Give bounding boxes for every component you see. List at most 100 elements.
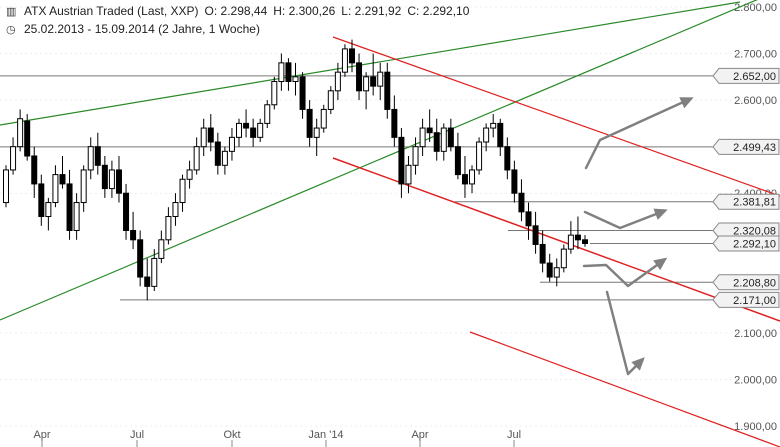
- price-labels: 2.652,00 2.499,43 2.381,81 2.320,082.292,10…: [712, 67, 780, 308]
- candle-up: [313, 127, 320, 138]
- candle-up: [483, 127, 490, 143]
- price-label-box: [712, 291, 780, 308]
- candle-up: [264, 104, 271, 124]
- candle-up: [327, 90, 334, 110]
- candle-up: [17, 118, 24, 148]
- scenario-arrow-up: [584, 97, 692, 170]
- candle-down: [497, 122, 504, 148]
- candle-up: [292, 76, 299, 82]
- date-range: 25.02.2013 - 15.09.2014 (2 Jahre, 1 Woch…: [24, 22, 260, 36]
- price-label-box: [712, 193, 780, 210]
- price-label-text: 2.652,00: [733, 71, 776, 83]
- y-tick-label: 2.100,00: [734, 328, 777, 340]
- candle-down: [285, 62, 292, 82]
- downtrend-lower-line: [469, 331, 780, 447]
- candles: [3, 39, 588, 301]
- candle-up: [405, 164, 412, 185]
- candle-up: [10, 146, 17, 171]
- candle-up: [341, 48, 348, 73]
- y-tick-label: 2.700,00: [734, 49, 777, 61]
- candle-down: [426, 127, 433, 134]
- y-tick-label: 2.000,00: [734, 374, 777, 386]
- candle-up: [490, 122, 497, 129]
- candle-down: [574, 234, 581, 241]
- x-tick-label: Jul: [130, 429, 144, 441]
- x-tick-label: Jul: [507, 429, 521, 441]
- candle-down: [348, 48, 355, 64]
- candle-up: [186, 169, 193, 180]
- candle-up: [236, 122, 243, 138]
- candle-down: [398, 136, 405, 185]
- candle-up: [553, 267, 560, 278]
- candle-down: [66, 183, 73, 231]
- candle-up: [257, 122, 264, 138]
- candle-down: [454, 146, 461, 176]
- candle-up: [108, 169, 115, 190]
- x-tick-label: Jan '14: [308, 429, 343, 441]
- scenario-arrow-sideways-head: [653, 208, 668, 220]
- open-value: O: 2.298,44: [204, 4, 268, 18]
- header-line-1: ▥ ATX Austrian Traded (Last, XXP) O: 2.298…: [6, 4, 475, 18]
- candle-up: [567, 234, 574, 250]
- candle-up: [440, 127, 447, 152]
- candle-down: [94, 146, 101, 166]
- candle-up: [151, 257, 158, 287]
- candle-up: [179, 178, 186, 204]
- x-axis: Apr Jul Okt Jan '14 Apr Jul: [33, 429, 521, 447]
- downtrend-middle-line: [332, 157, 780, 322]
- candle-down: [101, 164, 108, 190]
- candle-down: [582, 239, 588, 244]
- candle-down: [207, 127, 214, 143]
- downtrend-upper-line: [332, 36, 780, 197]
- price-label-text: 2.320,08: [733, 225, 776, 237]
- scenario-arrow-dip: [582, 258, 666, 288]
- candle-down: [518, 192, 525, 213]
- candle-up: [377, 71, 384, 87]
- candle-down: [391, 108, 398, 138]
- candle-up: [3, 169, 9, 204]
- header-line-2: ◷ 25.02.2013 - 15.09.2014 (2 Jahre, 1 Woc…: [6, 22, 266, 36]
- candle-up: [334, 71, 341, 92]
- candle-down: [59, 174, 66, 185]
- instrument-name: ATX Austrian Traded (Last, XXP): [24, 4, 199, 18]
- candle-down: [384, 71, 391, 110]
- candle-down: [525, 211, 532, 227]
- candle-down: [130, 229, 137, 241]
- candle-down: [356, 62, 363, 92]
- candle-up: [165, 216, 172, 241]
- grid: 2.800,002.700,002.600,002.400,002.100,00…: [0, 2, 780, 433]
- price-label-box: [712, 235, 780, 252]
- price-label-text: 2.499,43: [733, 142, 776, 154]
- candle-up: [158, 239, 165, 259]
- candle-up: [80, 169, 87, 204]
- candle-up: [200, 127, 207, 148]
- candle-down: [250, 127, 257, 138]
- price-label-text: 2.208,80: [733, 277, 776, 289]
- candle-down: [433, 132, 440, 152]
- candle-down: [243, 122, 250, 129]
- scenario-arrow-down-head: [631, 357, 645, 371]
- candle-up: [87, 146, 94, 171]
- candle-down: [115, 169, 122, 194]
- uptrend-lower-line: [0, 0, 758, 321]
- candle-up: [320, 108, 327, 129]
- candle-up: [172, 202, 179, 218]
- scenario-arrow-up-head: [679, 97, 694, 109]
- candle-down: [299, 76, 306, 110]
- scenario-arrows: [582, 97, 694, 376]
- candle-down: [123, 192, 130, 231]
- price-label-box: [712, 274, 780, 291]
- candle-up: [228, 136, 235, 152]
- candle-up: [271, 80, 278, 106]
- scenario-arrow-sideways: [583, 209, 666, 230]
- candle-up: [278, 62, 285, 82]
- x-tick-label: Apr: [33, 429, 50, 441]
- candle-down: [214, 141, 221, 166]
- candle-down: [38, 183, 45, 218]
- y-tick-label: 1.900,00: [734, 421, 777, 433]
- candle-up: [73, 202, 80, 231]
- candle-down: [504, 146, 511, 171]
